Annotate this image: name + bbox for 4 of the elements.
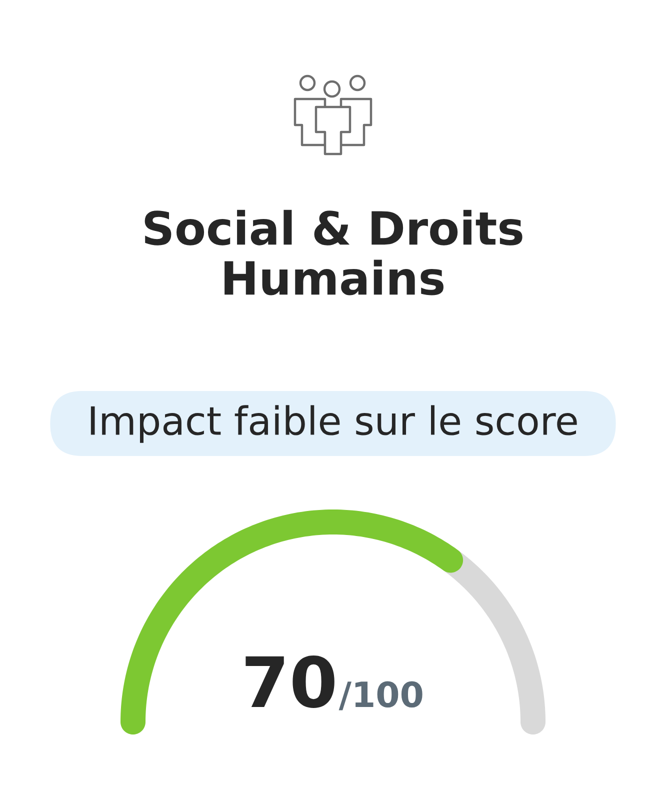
text: /100 — [338, 681, 422, 710]
chart-subtitle: Impact faible sur le score — [90, 405, 577, 443]
text: 70 — [246, 655, 334, 708]
chart-title: Social & Droits Humains — [144, 210, 522, 296]
